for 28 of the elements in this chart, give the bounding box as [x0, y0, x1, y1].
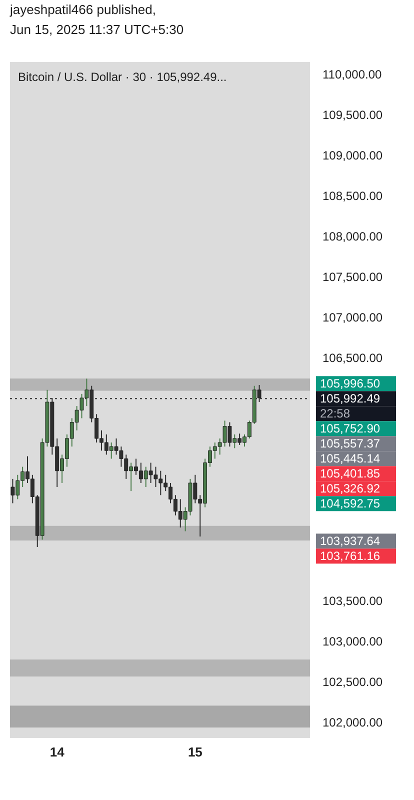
text: 103,761.16 [320, 549, 380, 564]
text: 105,557.37 [320, 436, 380, 451]
y-tick-label: 103,500.00 [322, 594, 383, 608]
y-tick-label: 107,000.00 [322, 310, 383, 325]
y-tick-label: 103,000.00 [322, 634, 383, 648]
text: 104,592.75 [320, 496, 380, 511]
y-tick-label: 108,500.00 [322, 189, 383, 204]
text: 105,752.90 [320, 422, 380, 436]
y-tick-label: 109,500.00 [322, 108, 383, 122]
y-tick-label: 108,000.00 [322, 230, 383, 244]
y-tick-label: 109,000.00 [322, 148, 383, 163]
y-tick-label: 102,500.00 [322, 674, 383, 689]
text: 105,445.14 [320, 452, 380, 466]
x-tick-label: 14 [50, 744, 66, 760]
text: Jun 15, 2025 11:37 UTC+5:30 [10, 22, 184, 37]
y-tick-label: 106,500.00 [322, 350, 383, 365]
y-tick-label: 107,500.00 [322, 270, 383, 284]
text: 105,992.49 [320, 392, 380, 406]
text: 22:58 [320, 406, 350, 421]
text: 105,996.50 [320, 376, 380, 391]
x-tick-label: 15 [188, 744, 202, 760]
y-tick-label: 110,000.00 [322, 68, 382, 82]
text: jayeshpatil466 published, [9, 2, 156, 17]
text: Bitcoin / U.S. Dollar · 30 · 105,992.49... [18, 70, 227, 84]
text: 103,937.64 [320, 534, 380, 548]
text: 105,326.92 [320, 482, 380, 496]
y-tick-label: 102,000.00 [322, 715, 383, 730]
text: 105,401.85 [320, 466, 380, 481]
